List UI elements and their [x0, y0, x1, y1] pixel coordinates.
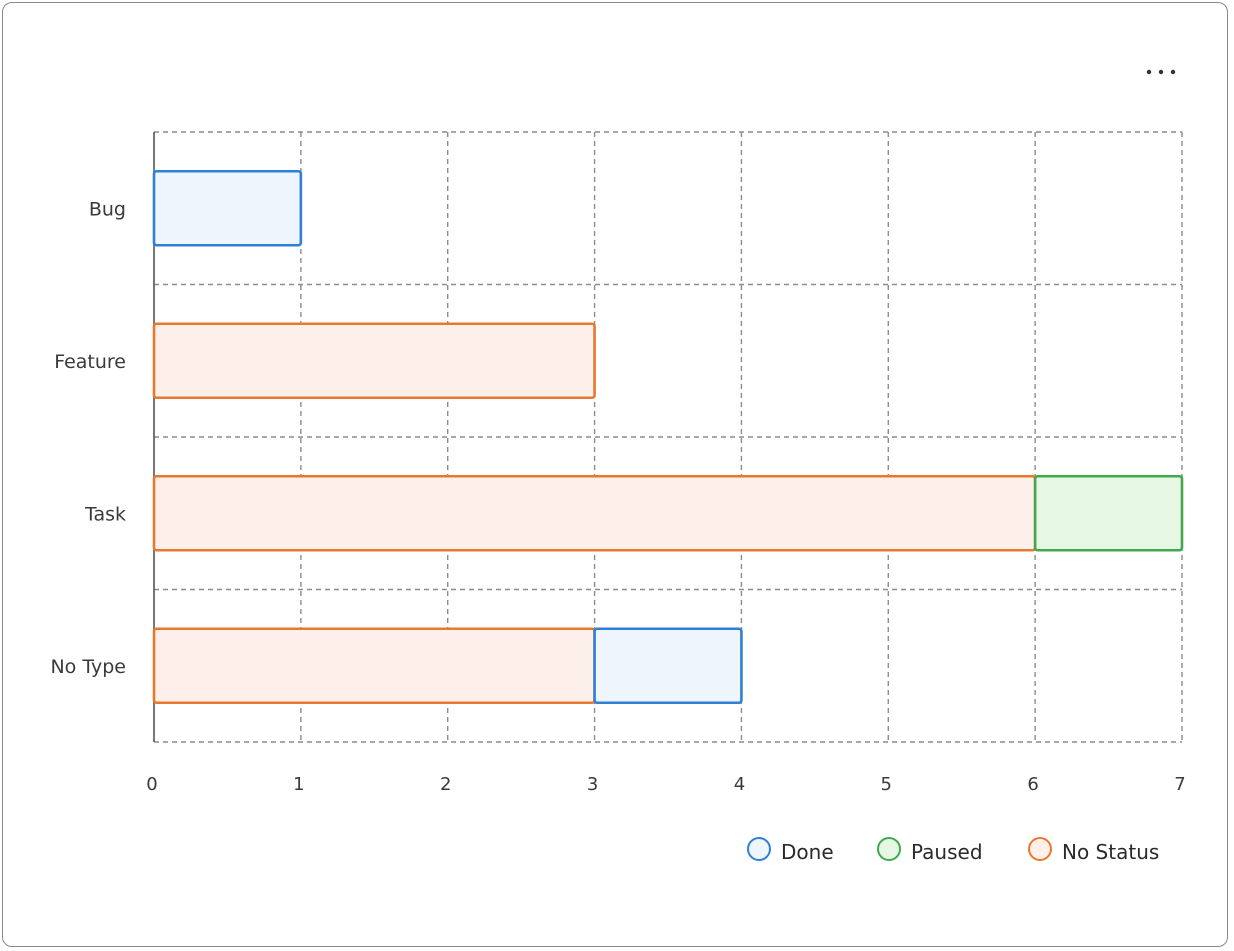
- bar-paused[interactable]: [1033, 474, 1184, 552]
- bar-done[interactable]: [152, 169, 303, 247]
- y-tick-label: No Type: [50, 656, 126, 678]
- legend-label[interactable]: No Status: [1062, 840, 1159, 864]
- legend-marker: [877, 837, 901, 861]
- x-tick-label: 1: [293, 774, 304, 795]
- y-tick-label: Task: [84, 503, 126, 525]
- legend-marker: [747, 837, 771, 861]
- y-tick-label: Bug: [89, 198, 126, 220]
- x-tick-label: 4: [734, 774, 745, 795]
- x-tick-label: 2: [440, 774, 451, 795]
- bar-no-status[interactable]: [152, 474, 1037, 552]
- x-tick-label: 3: [587, 774, 598, 795]
- bar-no-status[interactable]: [152, 627, 596, 705]
- x-tick-label: 7: [1174, 774, 1185, 795]
- bar-done[interactable]: [593, 627, 743, 705]
- bar-no-status[interactable]: [152, 322, 596, 400]
- x-tick-label: 6: [1027, 774, 1038, 795]
- x-tick-label: 0: [146, 774, 157, 795]
- more-horizontal-icon: [1146, 69, 1176, 75]
- legend-marker: [1028, 837, 1052, 861]
- y-tick-label: Feature: [54, 351, 126, 373]
- more-options-button[interactable]: [1139, 57, 1183, 87]
- x-tick-label: 5: [881, 774, 892, 795]
- legend-label[interactable]: Paused: [911, 840, 983, 864]
- legend-label[interactable]: Done: [781, 840, 834, 864]
